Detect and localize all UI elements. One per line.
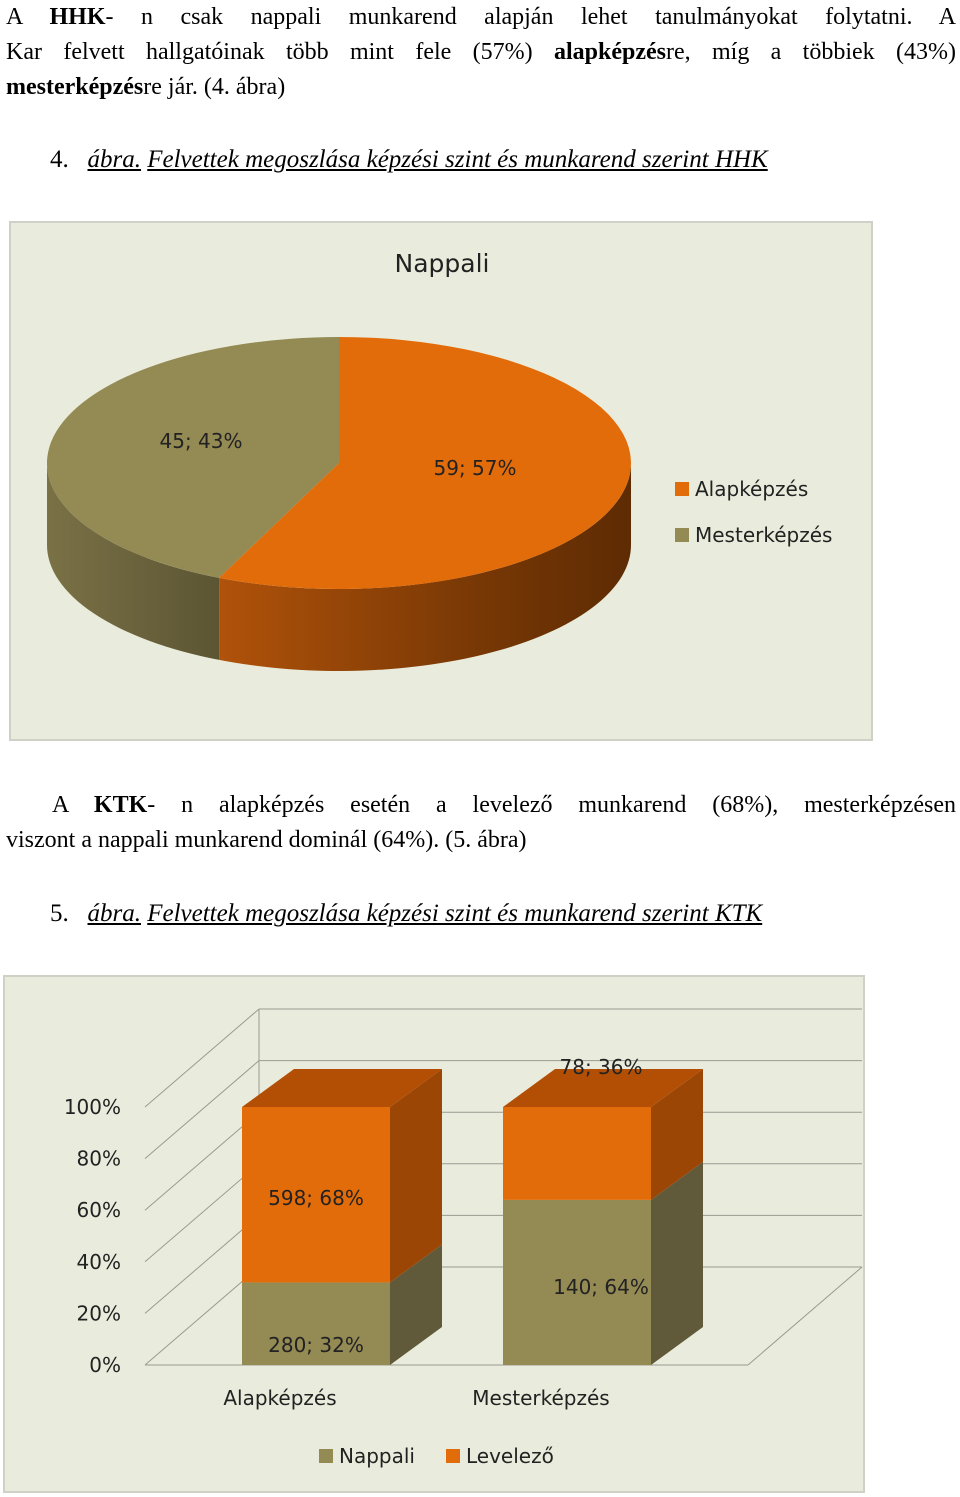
figure-4-title: Felvettek megoszlása képzési szint és mu…: [147, 146, 768, 173]
legend-label-mesterkepzes: Mesterképzés: [695, 523, 832, 547]
paragraph-hhk-line-3: mesterképzésre jár. (4. ábra): [6, 74, 286, 100]
bar-label-Mesterképzés-Levelező: 78; 36%: [560, 1055, 643, 1079]
bar-top-Alapképzés: [242, 1069, 442, 1107]
pie-slice-mesterkepzes: [47, 337, 340, 578]
bar-chart-frame: 0% 20% 40% 60% 80% 100% 280; 32% 598; 68% 140; …: [3, 975, 865, 1493]
bar-Mesterképzés-Levelező: [503, 1107, 651, 1200]
bar-side-Mesterképzés-Nappali: [651, 1161, 703, 1365]
bar-side-Alapképzés-Levelező: [390, 1069, 442, 1283]
figure-5-title: Felvettek megoszlása képzési szint és mu…: [147, 900, 763, 927]
legend-label-alapkepzes: Alapképzés: [695, 477, 808, 501]
paragraph-ktk-line-2: viszont a nappali munkarend dominál (64%…: [6, 827, 527, 853]
y-tick-label: 100%: [64, 1095, 121, 1119]
bar-side-Alapképzés-Nappali: [390, 1244, 442, 1365]
bar-Alapképzés-Nappali: [242, 1282, 390, 1365]
legend-label-nappali: Nappali: [339, 1444, 415, 1468]
y-tick-label: 60%: [77, 1198, 121, 1222]
pie-slice-alapkepzes: [219, 337, 632, 589]
figure-4-caption: 4. ábra. Felvettek megoszlása képzési sz…: [50, 146, 768, 174]
bar-legend: Nappali Levelező: [319, 1444, 554, 1468]
y-tick-label: 0%: [89, 1353, 121, 1377]
pie-label-alapkepzes: 59; 57%: [434, 456, 517, 480]
bold-ktk: KTK: [93, 792, 148, 818]
bar-Mesterképzés-Nappali: [503, 1199, 651, 1365]
figure-5-number: 5.: [50, 900, 69, 927]
figure-5-abra: ábra.: [87, 900, 141, 927]
pie-side-alapkepzes: [219, 463, 631, 671]
figure-4-number: 4.: [50, 146, 69, 173]
bold-alapkepzes: alapképzés: [553, 39, 666, 65]
bar-chart-x-axis: Alapképzés Mesterképzés: [223, 1386, 609, 1410]
bold-hhk: HHK: [49, 4, 106, 30]
stacked-bar-chart: 0% 20% 40% 60% 80% 100% 280; 32% 598; 68% 140; …: [64, 1008, 863, 1468]
pie-label-mesterkepzes: 45; 43%: [160, 429, 243, 453]
figure-4-abra: ábra.: [87, 146, 141, 173]
bar-side-Mesterképzés-Levelező: [651, 1069, 703, 1200]
x-category-label-1: Mesterképzés: [472, 1386, 609, 1410]
bar-Alapképzés-Levelező: [242, 1107, 390, 1283]
bar-label-Alapképzés-Levelező: 598; 68%: [268, 1186, 364, 1210]
legend-swatch-alapkepzes: [675, 482, 689, 496]
legend-label-levelezo: Levelező: [466, 1444, 554, 1468]
pie-chart-title: Nappali: [395, 249, 490, 278]
pie-chart: Nappali 59; 57% 45; 43% Alapképzés Meste…: [47, 249, 832, 671]
bar-label-Alapképzés-Nappali: 280; 32%: [268, 1333, 364, 1357]
paragraph-ktk-line-1: A KTK- n alapképzés esetén a levelező mu…: [52, 792, 957, 818]
pie-side-mesterkepzes: [47, 463, 220, 660]
paragraph-hhk-line-1: A HHK- n csak nappali munkarend alapján …: [6, 4, 956, 30]
bar-chart-y-axis: 0% 20% 40% 60% 80% 100%: [64, 1095, 121, 1377]
paragraph-hhk: A HHK- n csak nappali munkarend alapján …: [6, 0, 956, 105]
bold-mesterkepzes: mesterképzés: [6, 74, 144, 100]
legend-swatch-levelezo: [446, 1449, 460, 1463]
y-tick-label: 80%: [77, 1147, 121, 1171]
figure-5-caption: 5. ábra. Felvettek megoszlása képzési sz…: [50, 900, 762, 928]
legend-swatch-nappali: [319, 1449, 333, 1463]
pie-chart-frame: Nappali 59; 57% 45; 43% Alapképzés Meste…: [9, 221, 873, 741]
paragraph-ktk: A KTK- n alapképzés esetén a levelező mu…: [6, 788, 956, 858]
y-tick-label: 40%: [77, 1250, 121, 1274]
y-tick-label: 20%: [77, 1301, 121, 1325]
bar-top-Mesterképzés: [503, 1069, 703, 1107]
pie-legend: Alapképzés Mesterképzés: [675, 477, 832, 547]
x-category-label-0: Alapképzés: [223, 1386, 336, 1410]
legend-swatch-mesterkepzes: [675, 528, 689, 542]
paragraph-hhk-line-2: Kar felvett hallgatóinak több mint fele …: [6, 39, 956, 65]
bar-label-Mesterképzés-Nappali: 140; 64%: [553, 1275, 649, 1299]
